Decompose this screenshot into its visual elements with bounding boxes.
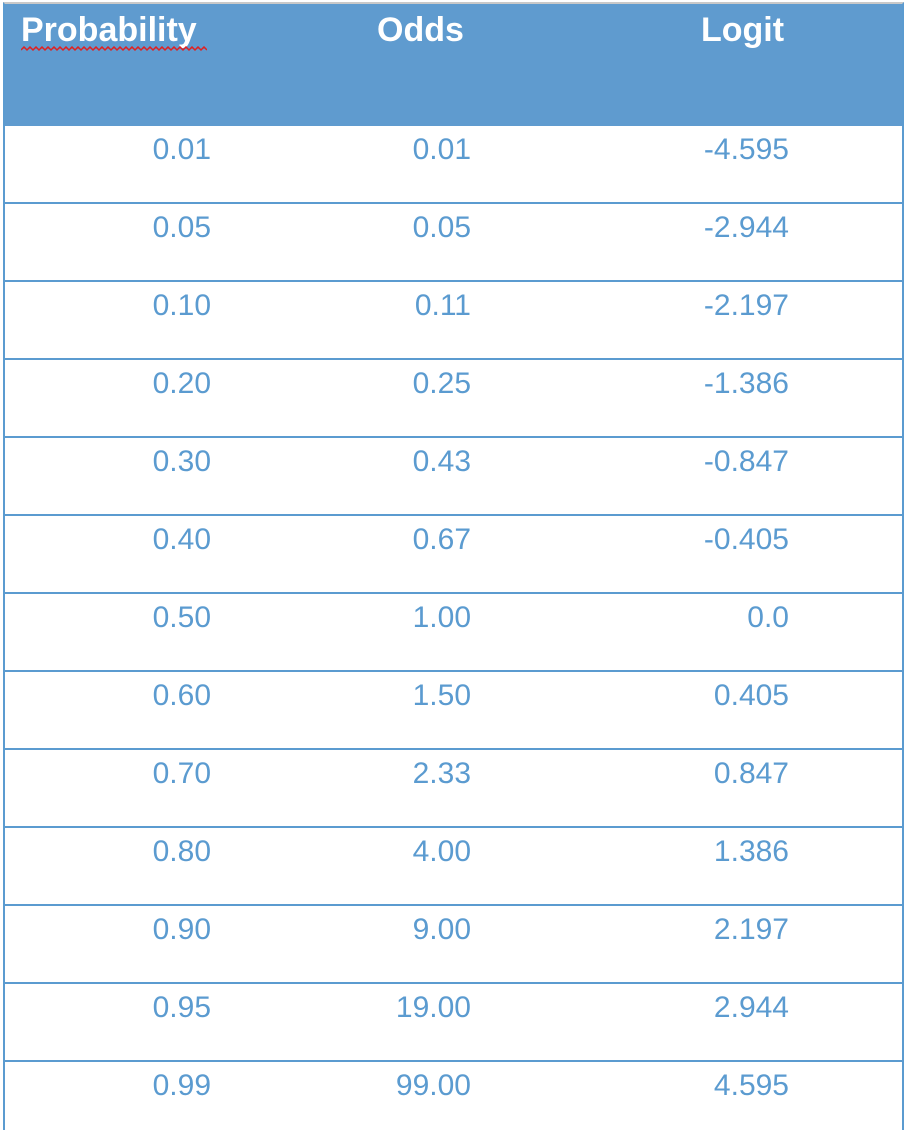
probability-cell: 0.80: [152, 835, 211, 868]
probability-cell: 0.99: [152, 1069, 211, 1102]
logit-cell: 0.0: [747, 601, 789, 634]
odds-cell: 2.33: [412, 757, 471, 790]
odds-cell: 0.11: [414, 289, 471, 322]
odds-cell: 99.00: [395, 1069, 471, 1102]
spellcheck-underline: [21, 46, 207, 52]
odds-cell: 1.00: [412, 601, 471, 634]
logit-cell: -2.944: [703, 211, 789, 244]
odds-cell: 1.50: [412, 679, 471, 712]
table-row: 0.01 0.01 -4.595: [5, 126, 902, 204]
table-row: 0.50 1.00 0.0: [5, 594, 902, 672]
odds-cell: 4.00: [412, 835, 471, 868]
table-row: 0.20 0.25 -1.386: [5, 360, 902, 438]
logit-cell: 1.386: [713, 835, 789, 868]
table-row: 0.60 1.50 0.405: [5, 672, 902, 750]
table-row: 0.40 0.67 -0.405: [5, 516, 902, 594]
logit-cell: 2.197: [713, 913, 789, 946]
table-body: 0.01 0.01 -4.595 0.05 0.05 -2.944 0.10 0…: [5, 126, 902, 1138]
probability-cell: 0.50: [152, 601, 211, 634]
logit-cell: 0.847: [713, 757, 789, 790]
odds-cell: 9.00: [412, 913, 471, 946]
header-probability: Probability: [21, 11, 197, 49]
probability-cell: 0.10: [152, 289, 211, 322]
logit-cell: 2.944: [713, 991, 789, 1024]
odds-cell: 0.43: [412, 445, 471, 478]
table-header: Probability Odds Logit: [5, 4, 902, 126]
logit-cell: 0.405: [713, 679, 789, 712]
probability-cell: 0.40: [152, 523, 211, 556]
probability-cell: 0.20: [152, 367, 211, 400]
logit-cell: -0.405: [703, 523, 789, 556]
probability-cell: 0.01: [152, 133, 211, 166]
probability-cell: 0.70: [152, 757, 211, 790]
logit-cell: -1.386: [703, 367, 789, 400]
table-row: 0.10 0.11 -2.197: [5, 282, 902, 360]
table-row: 0.05 0.05 -2.944: [5, 204, 902, 282]
table-row: 0.99 99.00 4.595: [5, 1062, 902, 1138]
logit-cell: 4.595: [713, 1069, 789, 1102]
logit-cell: -0.847: [703, 445, 789, 478]
logit-cell: -2.197: [703, 289, 789, 322]
table-row: 0.90 9.00 2.197: [5, 906, 902, 984]
probability-cell: 0.05: [152, 211, 211, 244]
odds-cell: 0.67: [412, 523, 471, 556]
header-logit: Logit: [701, 11, 785, 49]
odds-cell: 0.05: [412, 211, 471, 244]
logit-table: Probability Odds Logit 0.01 0.01 -4.595 …: [3, 2, 904, 1130]
probability-cell: 0.90: [152, 913, 211, 946]
table-row: 0.95 19.00 2.944: [5, 984, 902, 1062]
odds-cell: 19.00: [395, 991, 471, 1024]
probability-cell: 0.60: [152, 679, 211, 712]
table-row: 0.70 2.33 0.847: [5, 750, 902, 828]
probability-cell: 0.95: [152, 991, 211, 1024]
logit-cell: -4.595: [703, 133, 789, 166]
table-row: 0.80 4.00 1.386: [5, 828, 902, 906]
table-row: 0.30 0.43 -0.847: [5, 438, 902, 516]
odds-cell: 0.25: [412, 367, 471, 400]
header-odds: Odds: [377, 11, 464, 49]
odds-cell: 0.01: [412, 133, 471, 166]
probability-cell: 0.30: [152, 445, 211, 478]
